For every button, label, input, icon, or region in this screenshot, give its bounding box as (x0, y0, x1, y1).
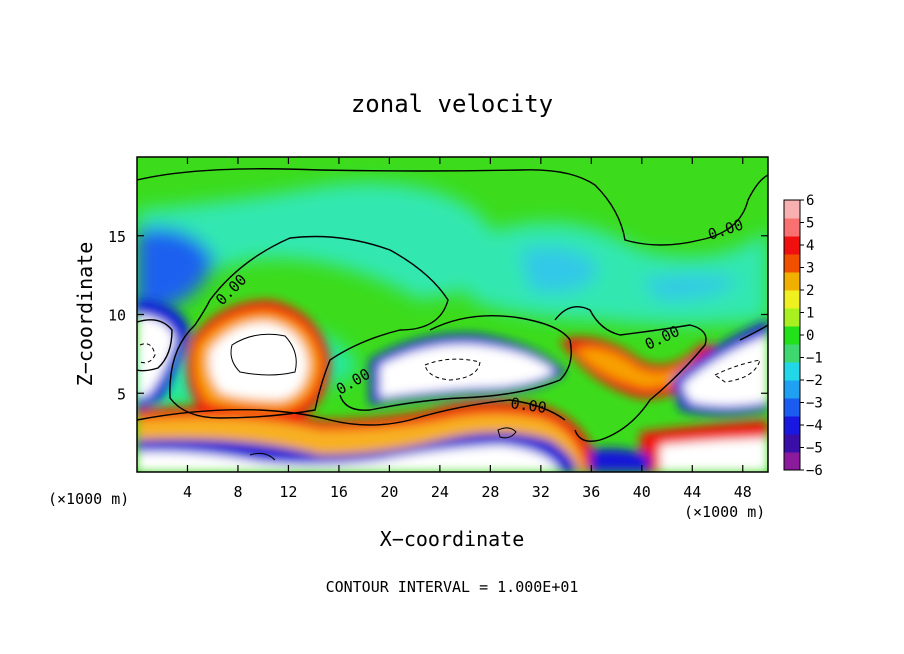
colorbar-segment (784, 326, 800, 345)
colorbar-tick-label: 3 (806, 261, 814, 277)
colorbar-tick-label: 0 (806, 328, 814, 344)
contour-zero-centre (339, 315, 572, 411)
chart-title: zonal velocity (351, 90, 553, 118)
x-axis-label: X−coordinate (380, 527, 525, 551)
contour-pos-left-core (230, 333, 297, 376)
field-upper-left-blue (137, 228, 215, 320)
colorbar-segment (784, 398, 800, 417)
contour-zero-right-loop (739, 324, 768, 341)
y-tick-label: 10 (108, 307, 126, 325)
colorbar-tick-label: −6 (806, 463, 823, 479)
x-unit-left: (×1000 m) (48, 490, 129, 508)
field-right-cyan-spot (640, 275, 740, 300)
jet-features (137, 300, 768, 472)
field-bottom-white-band (137, 445, 560, 472)
field-left-white-lobe (137, 315, 175, 398)
field-upper-cyan-band (137, 183, 498, 300)
x-tick-label: 28 (481, 483, 499, 501)
x-tick-label: 48 (734, 483, 752, 501)
contour-zero-bottom (137, 399, 566, 426)
colorbar-tick-label: −1 (806, 351, 823, 367)
colorbar-segment (784, 200, 800, 219)
colorbar-tick-label: 2 (806, 283, 814, 299)
field-bottom-right-white (660, 438, 768, 472)
colorbar-tick-label: 5 (806, 216, 814, 232)
field-right-cyan-blob (520, 247, 600, 293)
y-tick-label: 5 (117, 385, 126, 403)
field-bottom-right-blue (590, 448, 650, 472)
colorbar-tick-label: 1 (806, 306, 814, 322)
colorbar-segment (784, 344, 800, 363)
field-right-white-jet (682, 335, 768, 406)
x-tick-label: 12 (279, 483, 297, 501)
x-unit-right: (×1000 m) (684, 503, 765, 521)
x-axis: 4 8 12 16 20 24 28 32 36 40 44 48 (183, 157, 752, 501)
contour-pos-bottom-left (249, 452, 276, 461)
colorbar-segment (784, 254, 800, 273)
x-tick-label: 8 (233, 483, 242, 501)
colorbar-tick-label: −2 (806, 373, 823, 389)
contour-zero-left-dome (169, 235, 449, 419)
contour-pos-bottom-core (497, 427, 517, 439)
field-right-orange-arc (575, 348, 695, 388)
x-tick-label: 20 (380, 483, 398, 501)
contour-lines-pos (230, 333, 517, 461)
x-tick-label: 24 (431, 483, 449, 501)
contour-zero-top-right (137, 168, 768, 246)
field-centre-white-jet (380, 344, 555, 398)
colorbar-tick-label: −5 (806, 441, 823, 457)
colorbar-tick-label: 4 (806, 238, 814, 254)
colorbar: 6 5 4 3 2 1 0 −1 −2 −3 −4 −5 −6 (783, 193, 823, 479)
contour-neg-centre (424, 358, 481, 381)
contour-neg-right (714, 359, 761, 383)
plot-area (137, 157, 768, 472)
colorbar-tick-label: −3 (806, 396, 823, 412)
contour-lines-neg (139, 343, 761, 383)
colorbar-segment (784, 452, 800, 471)
x-tick-label: 16 (330, 483, 348, 501)
x-tick-label: 44 (683, 483, 701, 501)
colorbar-segment (784, 380, 800, 399)
colorbar-segment (784, 290, 800, 309)
x-tick-label: 36 (582, 483, 600, 501)
x-tick-label: 4 (183, 483, 192, 501)
field-left-white-core (208, 321, 308, 400)
y-axis-label: Z−coordinate (73, 242, 97, 387)
colorbar-segment (784, 416, 800, 435)
contour-zero-right (554, 306, 707, 442)
contour-lines (137, 168, 768, 442)
contour-zero-left-loop (137, 319, 173, 372)
colorbar-segment (784, 218, 800, 237)
x-tick-label: 32 (532, 483, 550, 501)
colorbar-segment (784, 236, 800, 255)
colorbar-segment (784, 308, 800, 327)
contour-interval-footer: CONTOUR INTERVAL = 1.000E+01 (326, 578, 579, 596)
contour-neg-left (139, 343, 156, 364)
contour-label: 0.00 (509, 394, 547, 417)
y-axis: 5 10 15 (108, 228, 768, 403)
colorbar-segment (784, 362, 800, 381)
colorbar-segment (784, 434, 800, 453)
colorbar-segment (784, 272, 800, 291)
colorbar-tick-label: 6 (806, 193, 814, 209)
colorbar-tick-label: −4 (806, 418, 823, 434)
x-tick-label: 40 (633, 483, 651, 501)
y-tick-label: 15 (108, 228, 126, 246)
